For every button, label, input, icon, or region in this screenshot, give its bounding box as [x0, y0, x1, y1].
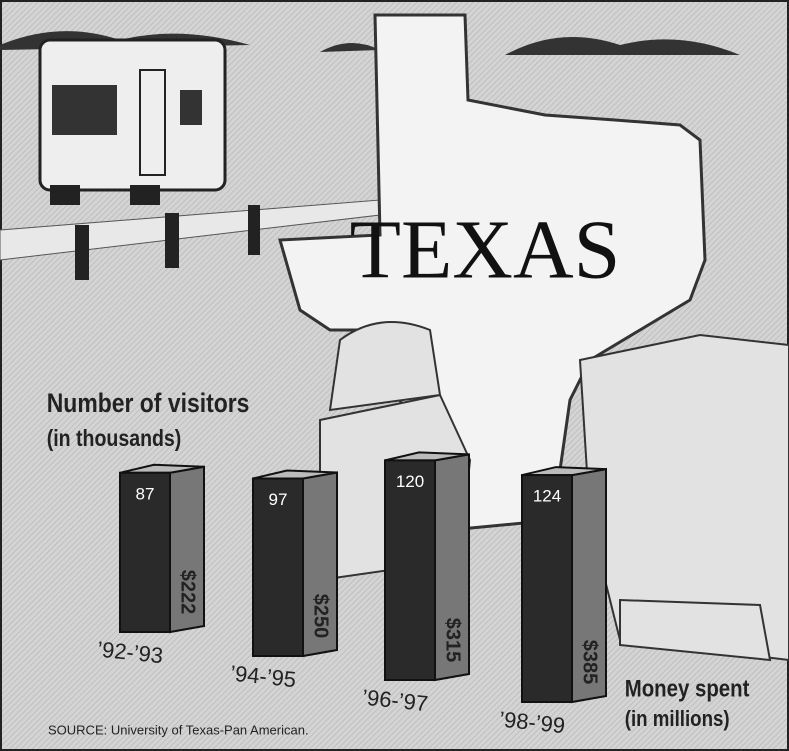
- bar: [384, 459, 436, 681]
- texas-shape: [278, 13, 707, 532]
- y-label-unit: (in thousands): [47, 426, 182, 452]
- source: SOURCE: University of Texas-Pan American…: [48, 722, 309, 737]
- bar: [119, 471, 171, 634]
- fence-posts: [75, 205, 260, 280]
- money-value-label: $222: [177, 570, 199, 615]
- data-label: 124: [533, 487, 561, 506]
- bar: [521, 474, 573, 703]
- y-label: Number of visitors: [47, 388, 250, 418]
- money-value-label: $315: [442, 618, 464, 663]
- chart-title: TEXAS: [350, 203, 621, 296]
- data-label: 120: [396, 472, 424, 491]
- money-label-unit: (in millions): [625, 707, 730, 731]
- money-value-label: $385: [579, 640, 601, 685]
- data-label: 87: [136, 484, 155, 503]
- money-value-label: $250: [310, 594, 332, 639]
- data-label: 97: [269, 490, 288, 509]
- money-label: Money spent: [625, 675, 750, 702]
- shrubs: [320, 37, 740, 55]
- bar: [252, 477, 304, 657]
- rv: [38, 38, 227, 205]
